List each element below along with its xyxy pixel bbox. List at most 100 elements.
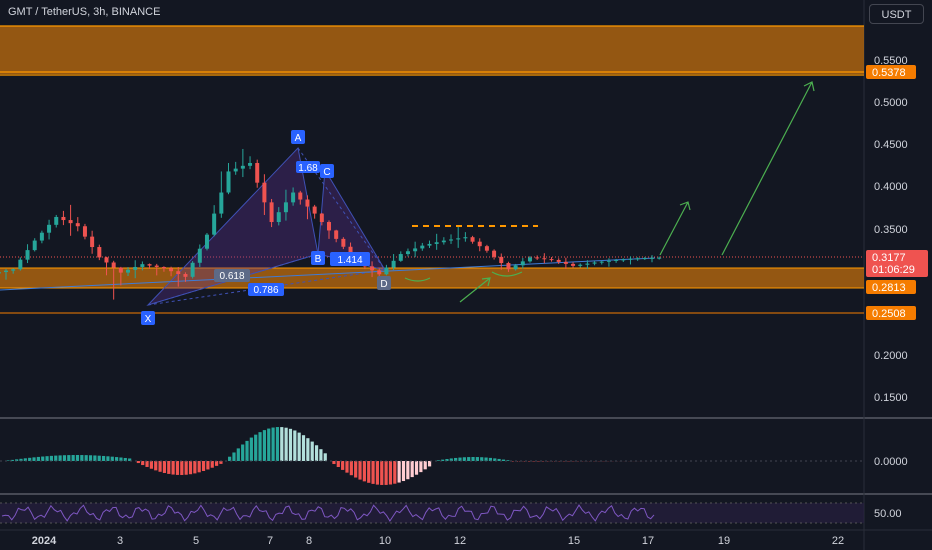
time-tick: 7 — [267, 535, 273, 547]
macd-bar — [171, 461, 175, 475]
macd-bar — [419, 461, 423, 473]
projection-arrows[interactable] — [404, 81, 815, 303]
price-tick: 0.4000 — [874, 181, 908, 193]
curve-left[interactable] — [404, 277, 431, 282]
candle-body — [370, 266, 375, 271]
candle-body — [197, 248, 202, 263]
price-axis[interactable]: 0.5500 0.5000 0.4500 0.4000 0.3500 0.200… — [874, 55, 908, 520]
candle-body — [614, 259, 619, 261]
macd-bar — [301, 435, 306, 461]
candle-body — [513, 265, 518, 270]
candles-layer — [0, 148, 662, 300]
candle-body — [492, 250, 497, 257]
macd-bar — [149, 461, 153, 469]
macd-bar — [110, 456, 114, 461]
macd-bar — [488, 457, 493, 461]
ratio-top-box[interactable] — [296, 161, 320, 173]
macd-bar — [10, 459, 14, 461]
arrow-small[interactable] — [459, 277, 491, 303]
macd-bar — [454, 457, 458, 461]
macd-bar — [493, 458, 497, 461]
candle-body — [420, 245, 425, 249]
macd-bar — [367, 461, 371, 483]
price-tick: 0.2000 — [874, 350, 908, 362]
macd-bar — [93, 455, 97, 461]
candle-body — [542, 258, 547, 260]
candle-body — [334, 230, 339, 239]
candle-body — [97, 247, 102, 258]
candle-body — [291, 192, 296, 203]
candle-body — [628, 258, 633, 260]
candle-body — [176, 271, 181, 275]
macd-bar — [123, 457, 127, 461]
candle-body — [276, 212, 281, 223]
candle-body — [298, 192, 303, 200]
curve-right[interactable] — [491, 271, 523, 277]
candle-body — [657, 257, 662, 259]
pattern-label-d-box[interactable] — [377, 276, 391, 290]
chart-title: GMT / TetherUS, 3h, BINANCE — [8, 6, 161, 18]
macd-bar — [297, 432, 301, 461]
ratio-bc-box[interactable] — [330, 252, 370, 266]
candle-body — [32, 240, 37, 251]
candle-body — [262, 182, 267, 203]
candle-body — [75, 223, 80, 227]
candle-body — [82, 226, 87, 237]
price-tag-countdown: 01:06:29 — [872, 264, 915, 276]
candle-body — [154, 265, 159, 267]
macd-bar — [484, 457, 488, 461]
pattern-label-x: X — [145, 314, 152, 325]
macd-bar — [280, 427, 284, 461]
macd-bar — [167, 461, 171, 474]
pattern-label-x-box[interactable] — [141, 311, 155, 325]
macd-bar — [380, 461, 384, 485]
candle-body — [39, 232, 44, 241]
candle-body — [118, 267, 123, 273]
arrow-long[interactable] — [721, 81, 815, 256]
macd-bar — [232, 452, 236, 461]
time-tick: 12 — [454, 535, 466, 547]
macd-bar — [410, 461, 414, 478]
candle-body — [405, 251, 410, 255]
candle-body — [535, 257, 540, 259]
candle-body — [226, 171, 231, 193]
macd-bar — [332, 461, 336, 465]
macd-bar — [323, 453, 327, 461]
trend-line[interactable] — [0, 257, 656, 291]
pattern-label-b-box[interactable] — [311, 251, 325, 265]
candle-body — [477, 241, 482, 247]
macd-bar — [375, 461, 380, 485]
macd-bar — [62, 455, 67, 461]
ratio-ab-box[interactable] — [248, 283, 284, 296]
macd-bar — [506, 460, 510, 461]
arrow-short[interactable] — [659, 201, 691, 256]
candle-body — [384, 267, 389, 275]
time-tick: 2024 — [32, 535, 57, 547]
macd-bar — [97, 455, 101, 461]
resistance-zone[interactable] — [0, 26, 864, 74]
macd-bar — [271, 427, 275, 461]
macd-bar — [471, 457, 475, 461]
time-axis[interactable]: 2024 3 5 7 8 10 12 15 17 19 22 — [32, 535, 844, 547]
pattern-label-b: B — [315, 254, 322, 265]
currency-selector[interactable]: USDT — [869, 4, 924, 24]
pattern-label-a-box[interactable] — [291, 130, 305, 144]
price-tag-support-box — [866, 306, 916, 320]
price-tick: 0.5500 — [874, 55, 908, 67]
macd-bar — [458, 457, 462, 461]
macd-bar — [414, 461, 419, 475]
candle-body — [11, 269, 16, 271]
macd-bar — [145, 461, 149, 467]
macd-bar — [15, 459, 19, 461]
macd-bar — [36, 456, 40, 461]
macd-bar — [441, 459, 445, 461]
candle-body — [599, 261, 604, 263]
ratio-xb-box[interactable] — [214, 269, 250, 282]
macd-bar — [358, 461, 362, 480]
rsi-line — [1, 504, 655, 522]
macd-bar — [19, 458, 23, 461]
candle-body — [255, 163, 260, 183]
pattern-label-c-box[interactable] — [320, 164, 334, 178]
candle-body — [398, 254, 403, 261]
